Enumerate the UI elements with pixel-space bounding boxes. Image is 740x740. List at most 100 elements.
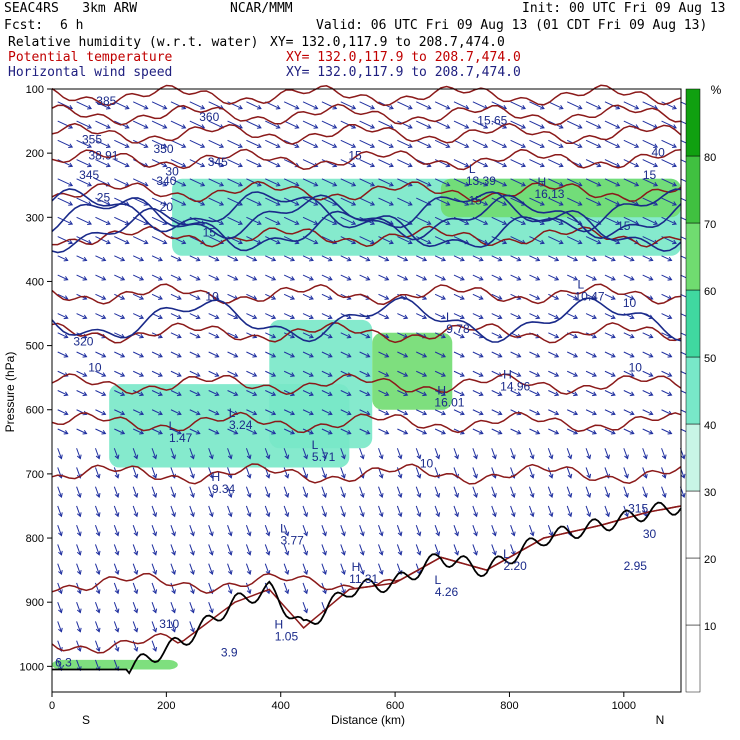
wind-vector-head bbox=[327, 391, 333, 397]
wind-vector bbox=[114, 255, 126, 262]
wind-vector-shaft bbox=[397, 313, 408, 319]
wind-vector-shaft bbox=[529, 274, 540, 281]
wind-vector-head bbox=[303, 473, 309, 479]
wind-vector bbox=[57, 216, 74, 225]
wind-vector-head bbox=[558, 181, 564, 187]
wind-vector-shaft bbox=[57, 332, 68, 338]
wind-vector-shaft bbox=[76, 101, 92, 110]
wind-vector-head bbox=[190, 531, 195, 537]
contour-label: 15.65 bbox=[477, 113, 507, 127]
wind-vector bbox=[566, 486, 573, 498]
wind-vector-shaft bbox=[661, 101, 677, 110]
wind-vector-shaft bbox=[76, 274, 87, 281]
wind-vector-head bbox=[554, 391, 560, 397]
wind-vector-shaft bbox=[623, 274, 634, 281]
wind-vector-head bbox=[327, 314, 333, 320]
wind-vector bbox=[95, 101, 111, 110]
wind-vector-head bbox=[63, 276, 69, 281]
wind-vector bbox=[528, 525, 535, 537]
wind-vector-head bbox=[275, 162, 281, 168]
colorbar-tick-label: 50 bbox=[704, 353, 716, 365]
wind-vector bbox=[585, 409, 597, 416]
wind-vector bbox=[434, 178, 451, 187]
wind-vector-shaft bbox=[57, 525, 62, 536]
wind-vector-shaft bbox=[340, 467, 346, 478]
wind-vector-head bbox=[502, 181, 508, 187]
wind-vector-head bbox=[95, 531, 101, 537]
wind-vector bbox=[302, 448, 309, 460]
wind-vector bbox=[359, 101, 376, 110]
wind-vector bbox=[453, 351, 465, 358]
wind-vector-head bbox=[327, 372, 333, 377]
wind-vector bbox=[95, 390, 107, 397]
wind-vector bbox=[453, 486, 460, 498]
wind-vector-head bbox=[539, 220, 545, 225]
wind-vector bbox=[189, 274, 201, 281]
wind-vector bbox=[227, 563, 233, 575]
wind-vector bbox=[170, 197, 187, 206]
wind-vector-shaft bbox=[265, 428, 276, 435]
wind-vector-shaft bbox=[585, 139, 601, 148]
wind-vector-shaft bbox=[283, 467, 289, 478]
wind-vector bbox=[321, 525, 327, 537]
field-rh-xy: XY= 132.0,117.9 to 208.7,474.0 bbox=[270, 35, 505, 50]
wind-vector bbox=[227, 216, 243, 225]
wind-vector-head bbox=[284, 473, 290, 479]
wind-vector bbox=[378, 236, 394, 245]
wind-vector-head bbox=[596, 181, 602, 187]
wind-vector-shaft bbox=[453, 139, 469, 148]
wind-vector bbox=[302, 197, 319, 206]
wind-vector bbox=[76, 486, 82, 498]
wind-vector-shaft bbox=[472, 159, 488, 167]
wind-vector-shaft bbox=[491, 216, 507, 225]
wind-vector-head bbox=[516, 314, 522, 320]
wind-vector bbox=[132, 139, 149, 148]
wind-vector-shaft bbox=[302, 313, 314, 319]
wind-vector-shaft bbox=[453, 255, 465, 261]
wind-vector-shaft bbox=[170, 370, 182, 377]
wind-vector bbox=[359, 159, 376, 168]
wind-vector-head bbox=[265, 454, 271, 460]
wind-vector-shaft bbox=[661, 274, 672, 281]
wind-vector-head bbox=[68, 124, 74, 129]
wind-vector-head bbox=[176, 295, 182, 300]
wind-vector bbox=[491, 505, 497, 518]
wind-vector-head bbox=[246, 473, 252, 479]
wind-vector-shaft bbox=[95, 236, 111, 244]
wind-vector-shaft bbox=[132, 351, 144, 358]
wind-vector-head bbox=[214, 333, 220, 339]
wind-vector-shaft bbox=[264, 544, 270, 555]
colorbar-tick-label: 10 bbox=[704, 621, 716, 633]
wind-vector-shaft bbox=[472, 525, 478, 536]
wind-vector-head bbox=[105, 162, 111, 168]
wind-vector bbox=[566, 293, 579, 300]
wind-vector bbox=[642, 139, 659, 148]
wind-vector-shaft bbox=[566, 505, 572, 517]
wind-vector bbox=[321, 293, 333, 300]
wind-vector bbox=[57, 236, 74, 245]
wind-vector-head bbox=[667, 314, 673, 320]
wind-vector bbox=[548, 428, 560, 435]
wind-vector-shaft bbox=[302, 486, 308, 498]
wind-vector-shaft bbox=[321, 428, 333, 435]
wind-vector-shaft bbox=[585, 236, 601, 244]
wind-vector bbox=[283, 428, 296, 435]
wind-vector-head bbox=[133, 570, 139, 575]
wind-vector-head bbox=[346, 391, 352, 397]
wind-vector-head bbox=[445, 162, 451, 168]
theta-contour bbox=[51, 463, 682, 485]
wind-vector bbox=[397, 274, 409, 281]
wind-vector-head bbox=[322, 570, 327, 575]
wind-vector bbox=[491, 236, 508, 245]
wind-vector-head bbox=[403, 372, 409, 377]
wind-vector bbox=[94, 640, 101, 652]
wind-vector-shaft bbox=[434, 178, 450, 187]
wind-vector-shaft bbox=[114, 274, 125, 281]
wind-vector-head bbox=[68, 239, 74, 245]
wind-vector-head bbox=[516, 276, 522, 281]
wind-vector bbox=[340, 582, 346, 595]
wind-vector-shaft bbox=[227, 178, 243, 187]
wind-vector-shaft bbox=[151, 486, 157, 498]
wind-vector-shaft bbox=[227, 544, 232, 555]
wind-vector-shaft bbox=[151, 139, 167, 148]
